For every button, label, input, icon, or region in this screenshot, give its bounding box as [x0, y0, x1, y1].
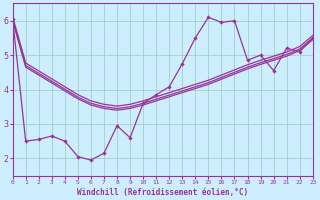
X-axis label: Windchill (Refroidissement éolien,°C): Windchill (Refroidissement éolien,°C) — [77, 188, 248, 197]
